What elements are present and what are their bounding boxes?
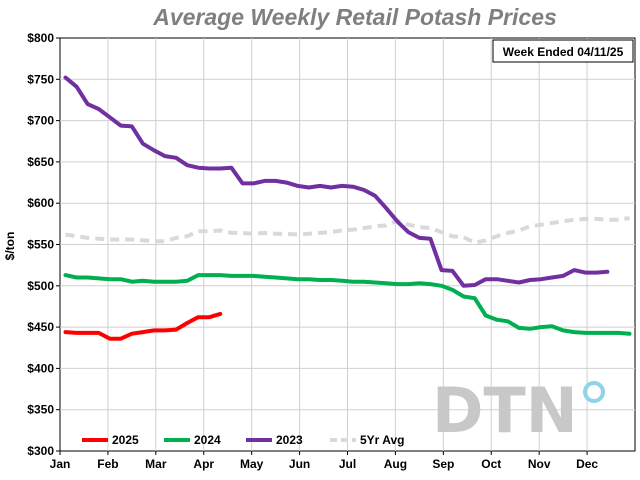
y-tick-label: $550 xyxy=(27,238,54,252)
grid-lines xyxy=(60,38,635,451)
x-tick-label-jul: Jul xyxy=(339,457,356,471)
x-tick-label-oct: Oct xyxy=(481,457,501,471)
legend-label: 2024 xyxy=(194,433,221,447)
chart-title: Average Weekly Retail Potash Prices xyxy=(152,4,557,30)
legend-label: 2023 xyxy=(276,433,303,447)
legend: 2025 2024 2023 5Yr Avg xyxy=(82,433,404,447)
dtn-logo-watermark: DTN xyxy=(432,374,605,447)
y-tick-label: $700 xyxy=(27,114,54,128)
y-axis-label: $/ton xyxy=(3,232,17,261)
y-tick-label: $750 xyxy=(27,72,54,86)
series-lines xyxy=(63,75,632,341)
series-line-2023 xyxy=(63,75,610,288)
week-ended-frame xyxy=(492,39,634,63)
x-tick-label-nov: Nov xyxy=(528,457,551,471)
week-ended-box: Week Ended 04/11/25 xyxy=(492,39,634,63)
y-axis-ticks: $300 $350 $400 $450 $500 $550 $600 $650 $700 $750… xyxy=(27,31,60,458)
x-tick-label-aug: Aug xyxy=(384,457,407,471)
y-tick-label: $600 xyxy=(27,196,54,210)
week-ended-label: Week Ended 04/11/25 xyxy=(503,45,624,59)
x-tick-label-feb: Feb xyxy=(97,457,118,471)
series-line-2024 xyxy=(63,273,632,336)
x-tick-label-may: May xyxy=(240,457,264,471)
y-tick-label: $450 xyxy=(27,320,54,334)
dtn-logo-dot xyxy=(583,381,605,403)
y-tick-label: $500 xyxy=(27,279,54,293)
x-tick-label-dec: Dec xyxy=(576,457,598,471)
y-tick-label: $800 xyxy=(27,31,54,45)
x-tick-label-jan: Jan xyxy=(50,457,71,471)
series-line-5yr-avg xyxy=(65,216,630,245)
y-tick-label: $400 xyxy=(27,361,54,375)
dtn-logo-text: DTN xyxy=(432,374,578,447)
x-tick-label-sep: Sep xyxy=(432,457,454,471)
x-tick-label-apr: Apr xyxy=(193,457,214,471)
y-tick-label: $650 xyxy=(27,155,54,169)
legend-label: 5Yr Avg xyxy=(360,433,404,447)
x-tick-label-jun: Jun xyxy=(289,457,310,471)
series-line-2025 xyxy=(63,311,223,341)
x-tick-label-mar: Mar xyxy=(145,457,167,471)
legend-label: 2025 xyxy=(112,433,139,447)
x-axis-ticks: Jan Feb Mar Apr May Jun Jul Aug Sep Oct Nov Dec xyxy=(50,451,598,471)
y-tick-label: $350 xyxy=(27,403,54,417)
y-tick-label: $300 xyxy=(27,444,54,458)
